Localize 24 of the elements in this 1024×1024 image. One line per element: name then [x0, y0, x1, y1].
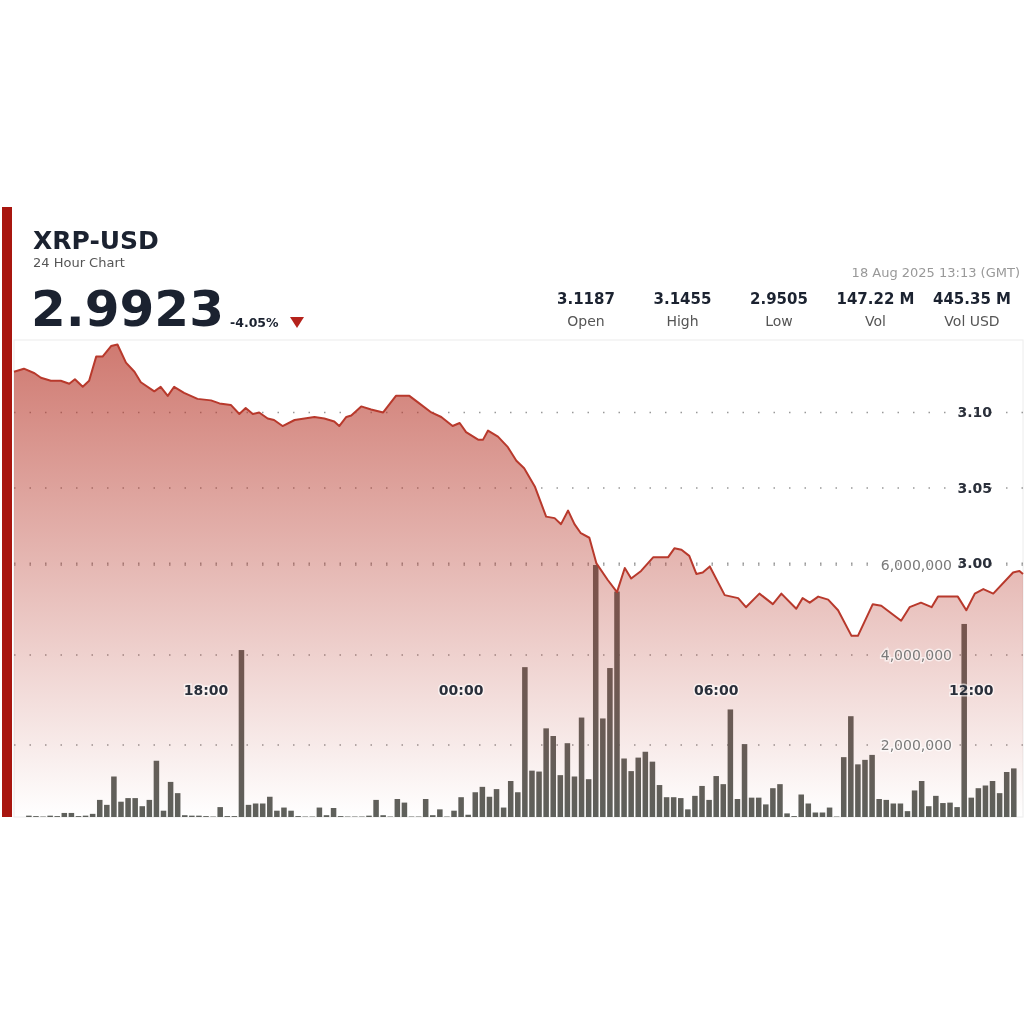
text: -4.05%	[230, 315, 280, 330]
text: Vol USD	[944, 313, 1000, 329]
text: Low	[765, 313, 793, 329]
text: 3.1455	[653, 290, 712, 308]
text: 18 Aug 2025 13:13 (GMT)	[851, 265, 1020, 280]
text: 3.1187	[557, 290, 615, 308]
y2-tick-label: 6,000,000	[880, 556, 952, 573]
text: Open	[567, 313, 605, 329]
y2-tick-label: 2,000,000	[880, 736, 952, 753]
text: 147.22 M	[836, 290, 915, 308]
text: 2.9505	[750, 290, 808, 308]
chart-title: XRP-USD	[33, 226, 159, 255]
chart-subtitle: 24 Hour Chart	[33, 255, 125, 270]
x-tick-label: 00:00	[438, 682, 484, 698]
text: 2.9923	[31, 280, 224, 338]
y-tick-label: 3.10	[957, 404, 993, 421]
text: 445.35 M	[932, 290, 1012, 308]
text: Vol	[865, 313, 886, 329]
y-tick-label: 3.05	[957, 479, 992, 496]
x-tick-label: 18:00	[183, 682, 229, 698]
x-tick-label: 06:00	[693, 682, 739, 698]
text: High	[666, 313, 699, 329]
y-tick-label: 3.00	[957, 555, 993, 572]
y2-tick-label: 4,000,000	[880, 646, 952, 663]
